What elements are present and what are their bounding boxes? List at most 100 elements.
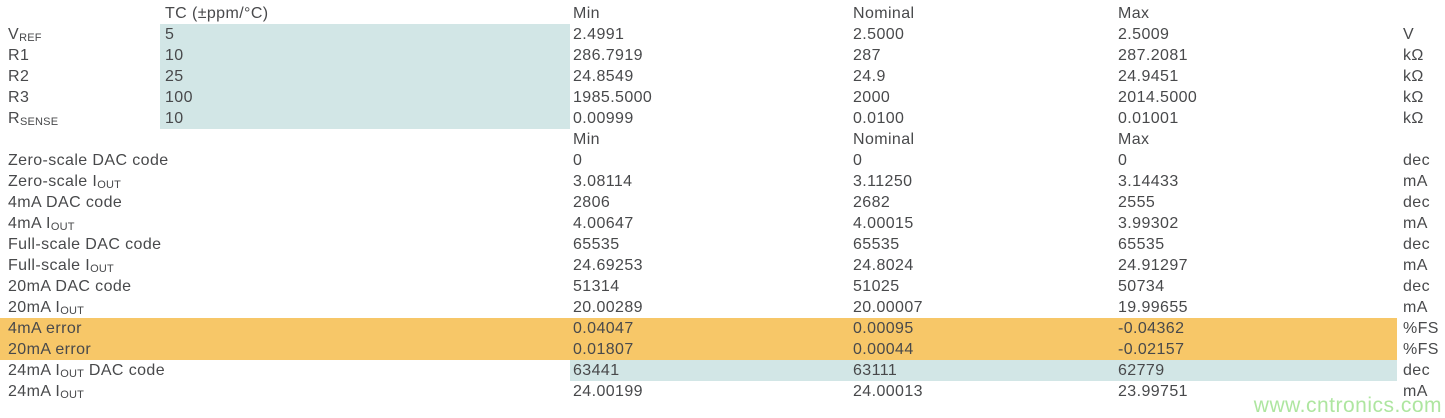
table-row: R3 100 1985.5000 2000 2014.5000 kΩ bbox=[0, 87, 1445, 108]
cell-max: 24.9451 bbox=[1118, 68, 1179, 85]
row-highlight-tc bbox=[160, 24, 570, 45]
cell-unit: mA bbox=[1403, 257, 1428, 274]
col-header-nominal: Nominal bbox=[853, 5, 915, 22]
cell-unit: mA bbox=[1403, 215, 1428, 232]
cell-nominal: 24.9 bbox=[853, 68, 886, 85]
cell-max: 62779 bbox=[1118, 362, 1165, 379]
cell-min: 65535 bbox=[573, 236, 620, 253]
watermark: www.cntronics.com bbox=[1253, 394, 1442, 417]
cell-nominal: 4.00015 bbox=[853, 215, 914, 232]
table-row: R2 25 24.8549 24.9 24.9451 kΩ bbox=[0, 66, 1445, 87]
row-label: R1 bbox=[8, 47, 30, 64]
cell-nominal: 0.00044 bbox=[853, 341, 914, 358]
table-row: 4mA DAC code 2806 2682 2555 dec bbox=[0, 192, 1445, 213]
cell-nominal: 0.00095 bbox=[853, 320, 914, 337]
cell-max: 24.91297 bbox=[1118, 257, 1188, 274]
cell-unit: kΩ bbox=[1403, 68, 1424, 85]
resistor-reference-section: VREF 5 2.4991 2.5000 2.5009 V R1 10 286.7919 287 2… bbox=[0, 24, 1445, 129]
row-highlight-tc bbox=[160, 45, 570, 66]
row-label: 20mA error bbox=[8, 341, 92, 358]
cell-max: 3.99302 bbox=[1118, 215, 1179, 232]
col-header-min: Min bbox=[573, 5, 600, 22]
dac-results-section: Zero-scale DAC code 0 0 0 dec Zero-scale IOUT… bbox=[0, 150, 1445, 402]
row-label: VREF bbox=[8, 26, 42, 44]
cell-unit: V bbox=[1403, 26, 1415, 43]
cell-max: 19.99655 bbox=[1118, 299, 1188, 316]
cell-nominal: 0.0100 bbox=[853, 110, 905, 127]
col-header-max: Max bbox=[1118, 5, 1150, 22]
cell-min: 51314 bbox=[573, 278, 620, 295]
cell-min: 2.4991 bbox=[573, 26, 625, 43]
table-row: Full-scale IOUT 24.69253 24.8024 24.91297 mA bbox=[0, 255, 1445, 276]
row-label: R2 bbox=[8, 68, 30, 85]
cell-unit: kΩ bbox=[1403, 110, 1424, 127]
col-header-max: Max bbox=[1118, 131, 1150, 148]
cell-max: 65535 bbox=[1118, 236, 1165, 253]
cell-unit: dec bbox=[1403, 152, 1430, 169]
header-row-1: TC (±ppm/°C) Min Nominal Max bbox=[0, 3, 1445, 24]
cell-nominal: 0 bbox=[853, 152, 863, 169]
cell-nominal: 2000 bbox=[853, 89, 891, 106]
cell-min: 20.00289 bbox=[573, 299, 643, 316]
row-highlight-orange bbox=[0, 339, 1397, 360]
cell-nominal: 63111 bbox=[853, 362, 898, 379]
cell-unit: %FS bbox=[1403, 341, 1439, 358]
cell-max: 0 bbox=[1118, 152, 1128, 169]
cell-tc: 10 bbox=[165, 110, 184, 127]
cell-min: 2806 bbox=[573, 194, 611, 211]
table-row: 20mA DAC code 51314 51025 50734 dec bbox=[0, 276, 1445, 297]
cell-min: 63441 bbox=[573, 362, 620, 379]
row-label: 24mA IOUT DAC code bbox=[8, 362, 166, 380]
row-label: 20mA DAC code bbox=[8, 278, 132, 295]
cell-nominal: 287 bbox=[853, 47, 881, 64]
cell-nominal: 2682 bbox=[853, 194, 891, 211]
row-highlight-tc bbox=[160, 87, 570, 108]
cell-unit: %FS bbox=[1403, 320, 1439, 337]
cell-unit: mA bbox=[1403, 173, 1428, 190]
cell-min: 1985.5000 bbox=[573, 89, 653, 106]
row-label: Full-scale IOUT bbox=[8, 257, 114, 275]
cell-min: 3.08114 bbox=[573, 173, 633, 190]
row-label: 4mA DAC code bbox=[8, 194, 123, 211]
cell-max: 50734 bbox=[1118, 278, 1165, 295]
cell-min: 24.00199 bbox=[573, 383, 643, 400]
col-header-tc: TC (±ppm/°C) bbox=[165, 5, 269, 22]
row-highlight-teal-values bbox=[570, 360, 1397, 381]
table-row: 20mA IOUT 20.00289 20.00007 19.99655 mA bbox=[0, 297, 1445, 318]
row-label: Zero-scale IOUT bbox=[8, 173, 122, 191]
cell-max: 2555 bbox=[1118, 194, 1156, 211]
table-row: 20mA error 0.01807 0.00044 -0.02157 %FS bbox=[0, 339, 1445, 360]
cell-nominal: 24.8024 bbox=[853, 257, 914, 274]
cell-min: 24.69253 bbox=[573, 257, 643, 274]
row-highlight-tc bbox=[160, 66, 570, 87]
cell-max: 3.14433 bbox=[1118, 173, 1179, 190]
table-row: RSENSE 10 0.00999 0.0100 0.01001 kΩ bbox=[0, 108, 1445, 129]
table-row: 4mA IOUT 4.00647 4.00015 3.99302 mA bbox=[0, 213, 1445, 234]
col-header-nominal: Nominal bbox=[853, 131, 915, 148]
cell-max: 287.2081 bbox=[1118, 47, 1188, 64]
cell-unit: mA bbox=[1403, 383, 1428, 400]
cell-min: 0.04047 bbox=[573, 320, 634, 337]
row-highlight-tc bbox=[160, 108, 570, 129]
cell-unit: dec bbox=[1403, 236, 1430, 253]
cell-nominal: 24.00013 bbox=[853, 383, 923, 400]
row-label: 4mA IOUT bbox=[8, 215, 75, 233]
cell-max: -0.02157 bbox=[1118, 341, 1185, 358]
cell-nominal: 2.5000 bbox=[853, 26, 905, 43]
cell-tc: 5 bbox=[165, 26, 175, 43]
header-row-2: Min Nominal Max bbox=[0, 129, 1445, 150]
cell-unit: dec bbox=[1403, 194, 1430, 211]
cell-min: 4.00647 bbox=[573, 215, 634, 232]
row-label: RSENSE bbox=[8, 110, 59, 128]
cell-unit: dec bbox=[1403, 362, 1430, 379]
table-row: Full-scale DAC code 65535 65535 65535 dec bbox=[0, 234, 1445, 255]
row-label: 24mA IOUT bbox=[8, 383, 85, 401]
cell-nominal: 20.00007 bbox=[853, 299, 923, 316]
cell-min: 0.00999 bbox=[573, 110, 634, 127]
cell-unit: mA bbox=[1403, 299, 1428, 316]
cell-tc: 10 bbox=[165, 47, 184, 64]
row-label: Full-scale DAC code bbox=[8, 236, 162, 253]
cell-nominal: 51025 bbox=[853, 278, 900, 295]
cell-min: 0 bbox=[573, 152, 583, 169]
cell-max: 2014.5000 bbox=[1118, 89, 1198, 106]
